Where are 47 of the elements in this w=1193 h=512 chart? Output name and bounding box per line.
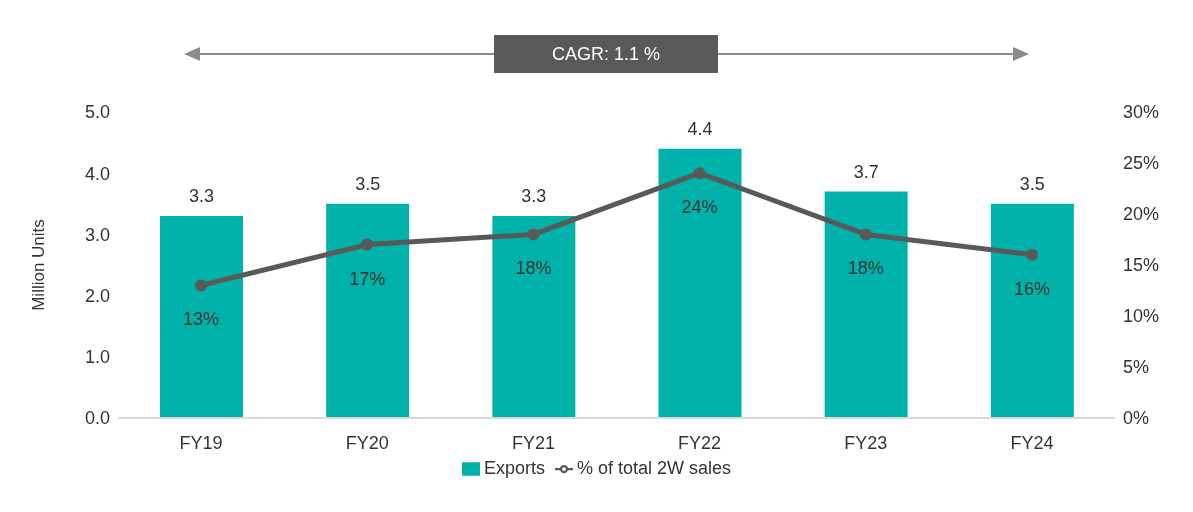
bar xyxy=(658,148,742,418)
data-label: 16% xyxy=(1013,278,1050,299)
x-tick-label: FY22 xyxy=(678,432,722,453)
y-axis-title: Million Units xyxy=(29,219,49,311)
point xyxy=(195,279,208,292)
point xyxy=(859,228,872,241)
x-tick-label: FY19 xyxy=(179,432,223,453)
legend-label: Exports xyxy=(483,458,545,478)
data-label: 13% xyxy=(183,309,220,330)
y-tick-label: 0.0 xyxy=(84,408,110,429)
x-tick-label: FY20 xyxy=(345,432,389,453)
y-tick-label: 3.0 xyxy=(84,224,110,245)
data-label: 3.7 xyxy=(853,161,879,182)
bar xyxy=(990,203,1074,418)
x-tick-label: FY23 xyxy=(844,432,888,453)
y2-tick-label: 20% xyxy=(1123,204,1160,225)
data-label: 3.3 xyxy=(188,186,215,207)
y2-tick-label: 15% xyxy=(1123,255,1160,276)
y-tick-label: 4.0 xyxy=(84,163,110,184)
data-label: 18% xyxy=(847,258,884,279)
data-label: 4.4 xyxy=(687,118,713,139)
y2-tick-label: 30% xyxy=(1123,102,1160,123)
bar xyxy=(492,216,576,418)
bar xyxy=(326,203,410,418)
point xyxy=(361,238,374,251)
text: CAGR: 1.1 % xyxy=(494,35,718,73)
y2-tick-label: 25% xyxy=(1123,153,1160,174)
data-label: 24% xyxy=(681,197,718,218)
y-tick-label: 1.0 xyxy=(84,347,110,368)
data-label: 3.5 xyxy=(1019,173,1045,194)
y2-tick-label: 10% xyxy=(1123,306,1160,327)
data-label: 3.5 xyxy=(355,173,381,194)
y2-tick-label: 0% xyxy=(1123,408,1150,429)
y-tick-label: 2.0 xyxy=(84,285,110,306)
data-label: 3.3 xyxy=(521,186,547,207)
y-tick-label: 5.0 xyxy=(84,102,110,123)
bar xyxy=(824,191,908,418)
x-tick-label: FY21 xyxy=(511,432,555,453)
x-tick-label: FY24 xyxy=(1010,432,1054,453)
legend-label: % of total 2W sales xyxy=(576,458,732,478)
point xyxy=(693,167,706,180)
bar xyxy=(160,216,243,418)
y2-tick-label: 5% xyxy=(1123,357,1150,378)
data-label: 18% xyxy=(515,258,552,279)
data-label: 17% xyxy=(349,268,386,289)
point xyxy=(1025,248,1038,261)
point xyxy=(527,228,540,241)
